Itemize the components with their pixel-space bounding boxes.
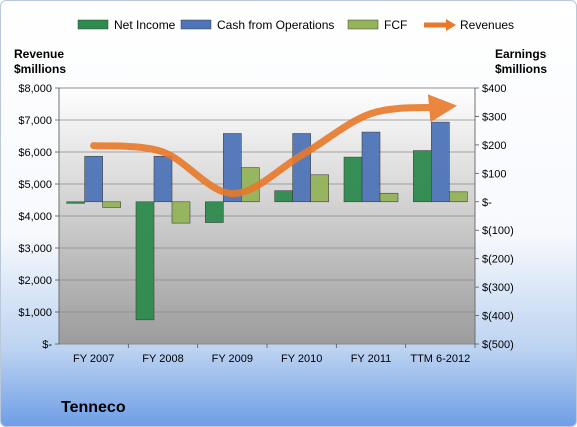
left-tick-label: $1,000 — [18, 307, 52, 319]
legend-label-net-income: Net Income — [114, 18, 176, 32]
left-tick-label: $2,000 — [18, 275, 52, 287]
x-tick-label: TTM 6-2012 — [410, 353, 470, 365]
left-tick-label: $8,000 — [18, 83, 52, 95]
right-tick-label: $300 — [482, 111, 506, 123]
legend-swatch-fcf — [347, 19, 379, 30]
bar-cash-from-operations — [292, 133, 311, 203]
bar-net-income — [343, 156, 363, 203]
right-tick-label: $(100) — [482, 225, 514, 237]
bar-net-income — [274, 190, 293, 203]
bar-fcf — [379, 192, 399, 203]
x-tick-label: FY 2010 — [281, 353, 322, 365]
right-tick-label: $- — [482, 197, 492, 209]
right-tick-label: $(200) — [482, 254, 514, 266]
right-tick-label: $(500) — [482, 339, 514, 351]
legend-swatch-cash-from-operations — [180, 19, 212, 30]
line-revenues — [90, 94, 458, 198]
left-tick-label: $5,000 — [18, 179, 52, 191]
right-tick-label: $(400) — [482, 311, 514, 323]
bar-net-income — [413, 150, 432, 203]
right-axis-title: Earnings $millions — [495, 47, 548, 76]
x-tick-label: FY 2011 — [351, 353, 392, 365]
bar-net-income — [66, 201, 85, 204]
left-tick-label: $6,000 — [18, 147, 52, 159]
bar-cash-from-operations — [84, 155, 103, 203]
right-tick-label: $(300) — [482, 282, 514, 294]
bar-cash-from-operations — [431, 121, 450, 203]
left-tick-label: $3,000 — [18, 243, 52, 255]
legend-arrow-revenues — [446, 19, 456, 31]
legend-label-fcf: FCF — [384, 18, 407, 32]
x-tick-label: FY 2008 — [142, 353, 183, 365]
x-tick-label: FY 2009 — [212, 353, 253, 365]
company-name: Tenneco — [61, 399, 126, 416]
left-tick-label: $7,000 — [18, 115, 52, 127]
right-tick-label: $400 — [482, 83, 506, 95]
bar-fcf — [449, 191, 468, 203]
bar-cash-from-operations — [153, 155, 173, 203]
right-tick-label: $200 — [482, 140, 506, 152]
bar-net-income — [135, 201, 155, 321]
bar-cash-from-operations — [361, 131, 381, 203]
bar-fcf — [102, 201, 121, 208]
legend-label-revenues: Revenues — [460, 18, 514, 32]
left-tick-label: $- — [42, 339, 52, 351]
right-tick-label: $100 — [482, 168, 506, 180]
legend-swatch-net-income — [77, 19, 109, 30]
bar-fcf — [310, 174, 329, 203]
bar-fcf — [171, 201, 191, 224]
legend-label-cash-from-operations: Cash from Operations — [217, 18, 334, 32]
x-tick-label: FY 2007 — [73, 353, 114, 365]
left-tick-label: $4,000 — [18, 211, 52, 223]
bar-net-income — [205, 201, 224, 223]
left-axis-title: Revenue $millions — [14, 47, 67, 76]
